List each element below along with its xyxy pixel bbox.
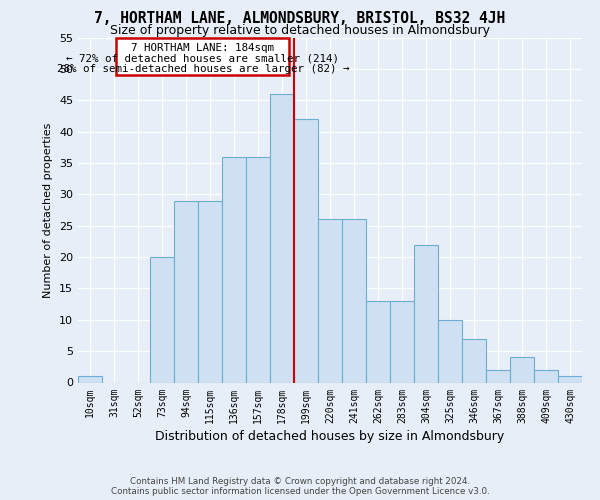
Bar — [174, 200, 198, 382]
Bar — [270, 94, 294, 382]
Bar — [486, 370, 510, 382]
Text: Contains HM Land Registry data © Crown copyright and database right 2024.
Contai: Contains HM Land Registry data © Crown c… — [110, 476, 490, 496]
Bar — [78, 376, 102, 382]
Text: 7, HORTHAM LANE, ALMONDSBURY, BRISTOL, BS32 4JH: 7, HORTHAM LANE, ALMONDSBURY, BRISTOL, B… — [94, 11, 506, 26]
Y-axis label: Number of detached properties: Number of detached properties — [43, 122, 53, 298]
Text: Size of property relative to detached houses in Almondsbury: Size of property relative to detached ho… — [110, 24, 490, 37]
Text: 28% of semi-detached houses are larger (82) →: 28% of semi-detached houses are larger (… — [56, 64, 349, 74]
Bar — [558, 376, 582, 382]
Bar — [366, 301, 390, 382]
Bar — [414, 244, 438, 382]
X-axis label: Distribution of detached houses by size in Almondsbury: Distribution of detached houses by size … — [155, 430, 505, 442]
Bar — [198, 200, 222, 382]
Bar — [510, 358, 534, 382]
Text: 7 HORTHAM LANE: 184sqm: 7 HORTHAM LANE: 184sqm — [131, 42, 274, 52]
FancyBboxPatch shape — [116, 38, 289, 75]
Bar — [342, 220, 366, 382]
Bar — [294, 119, 318, 382]
Bar — [150, 257, 174, 382]
Bar — [390, 301, 414, 382]
Bar — [462, 338, 486, 382]
Text: ← 72% of detached houses are smaller (214): ← 72% of detached houses are smaller (21… — [67, 53, 340, 63]
Bar — [222, 156, 246, 382]
Bar — [534, 370, 558, 382]
Bar — [438, 320, 462, 382]
Bar — [246, 156, 270, 382]
Bar — [318, 220, 342, 382]
